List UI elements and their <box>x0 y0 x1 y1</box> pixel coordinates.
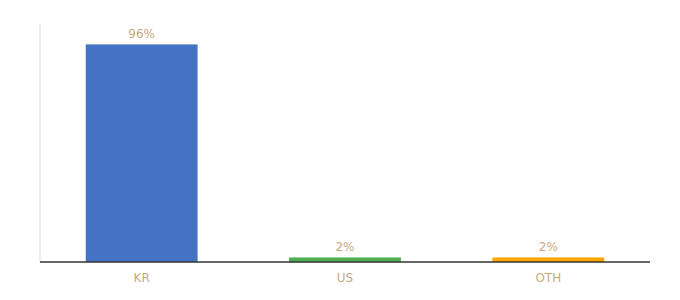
chart-container: 96% 2% 2% KR US OTH <box>0 0 680 300</box>
x-axis-line <box>40 261 650 263</box>
x-tick-label: US <box>337 271 353 285</box>
x-tick-label: KR <box>134 271 150 285</box>
data-label: 2% <box>335 240 354 254</box>
x-axis: KR US OTH <box>134 271 562 285</box>
bar <box>86 44 198 262</box>
x-tick-label: OTH <box>535 271 561 285</box>
data-labels: 96% 2% 2% <box>128 27 558 254</box>
data-label: 96% <box>128 27 155 41</box>
bars <box>86 44 605 262</box>
y-axis-line <box>40 24 41 262</box>
data-label: 2% <box>539 240 558 254</box>
chart: 96% 2% 2% KR US OTH <box>0 0 680 300</box>
page: {"chart_data": {"type": "bar", "categori… <box>0 0 680 300</box>
